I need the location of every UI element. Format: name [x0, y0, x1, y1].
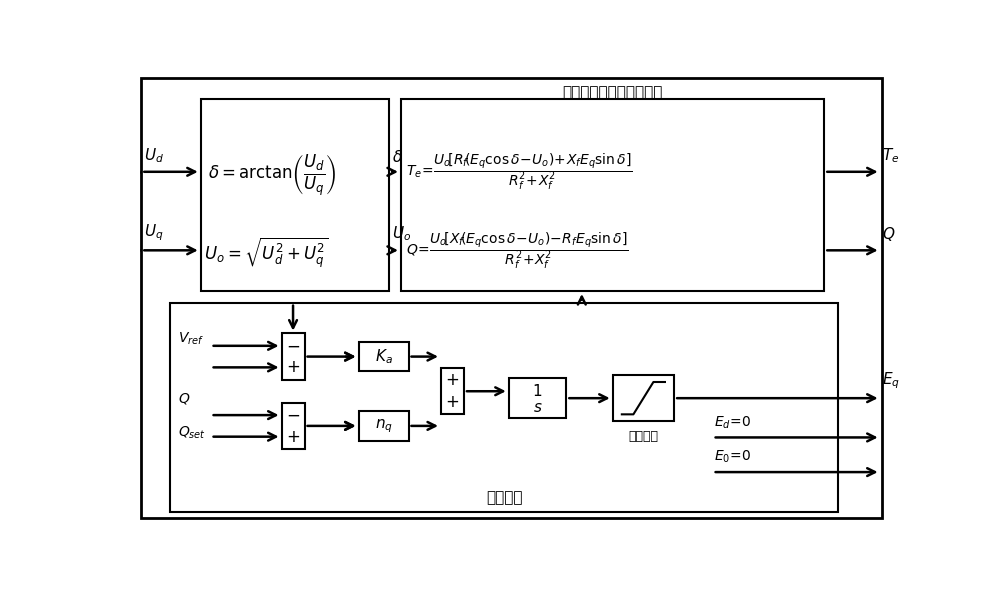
- Text: $-$: $-$: [286, 406, 300, 424]
- Text: $T_e$: $T_e$: [882, 146, 899, 165]
- Bar: [358, 411, 409, 440]
- Text: $+$: $+$: [445, 393, 460, 411]
- Text: $K_a$: $K_a$: [375, 348, 392, 366]
- Bar: [613, 375, 674, 421]
- Text: $Q\!=\!\dfrac{U_o\!\left[X_f\!\left(E_q\cos\delta\!-\!U_o\right)\!-\!R_f E_q\sin: $Q\!=\!\dfrac{U_o\!\left[X_f\!\left(E_q\…: [406, 230, 629, 271]
- Text: $U_o = \sqrt{U_d^2 + U_q^2}$: $U_o = \sqrt{U_d^2 + U_q^2}$: [205, 235, 329, 269]
- Bar: [282, 403, 305, 449]
- Text: $U_o$: $U_o$: [392, 225, 412, 243]
- Text: $E_0\!=\!0$: $E_0\!=\!0$: [714, 449, 752, 465]
- Text: $+$: $+$: [286, 428, 300, 446]
- Text: $\delta$: $\delta$: [392, 149, 403, 165]
- Text: $Q$: $Q$: [882, 225, 895, 243]
- Text: 逆变器输出功率计算方程: 逆变器输出功率计算方程: [562, 85, 663, 100]
- Bar: [509, 378, 566, 418]
- Text: $s$: $s$: [533, 400, 542, 415]
- Text: 电压控制: 电压控制: [487, 490, 523, 505]
- Text: $T_e\!=\!\dfrac{U_o\!\left[R_f\!\left(E_q\cos\delta\!-\!U_o\right)\!+\!X_f E_q\s: $T_e\!=\!\dfrac{U_o\!\left[R_f\!\left(E_…: [406, 151, 633, 192]
- Text: $1$: $1$: [532, 384, 543, 400]
- Text: $\delta = \arctan\!\left(\dfrac{U_d}{U_q}\right)$: $\delta = \arctan\!\left(\dfrac{U_d}{U_q…: [208, 153, 337, 199]
- Bar: [201, 99, 389, 291]
- Text: $E_q$: $E_q$: [882, 371, 900, 391]
- Bar: [282, 333, 305, 379]
- Bar: [170, 303, 838, 512]
- Bar: [401, 99, 824, 291]
- Text: $U_q$: $U_q$: [144, 223, 164, 243]
- Text: $Q$: $Q$: [178, 391, 190, 406]
- Text: 限幅环节: 限幅环节: [628, 430, 658, 443]
- Text: $V_{ref}$: $V_{ref}$: [178, 331, 204, 348]
- Text: $+$: $+$: [286, 358, 300, 376]
- Text: $Q_{set}$: $Q_{set}$: [178, 425, 206, 441]
- Bar: [441, 368, 464, 414]
- Text: $U_d$: $U_d$: [144, 146, 164, 165]
- Text: $+$: $+$: [445, 372, 460, 389]
- Text: $n_q$: $n_q$: [375, 417, 393, 435]
- Bar: [358, 342, 409, 371]
- Text: $-$: $-$: [286, 337, 300, 355]
- Text: $E_d\!=\!0$: $E_d\!=\!0$: [714, 414, 752, 430]
